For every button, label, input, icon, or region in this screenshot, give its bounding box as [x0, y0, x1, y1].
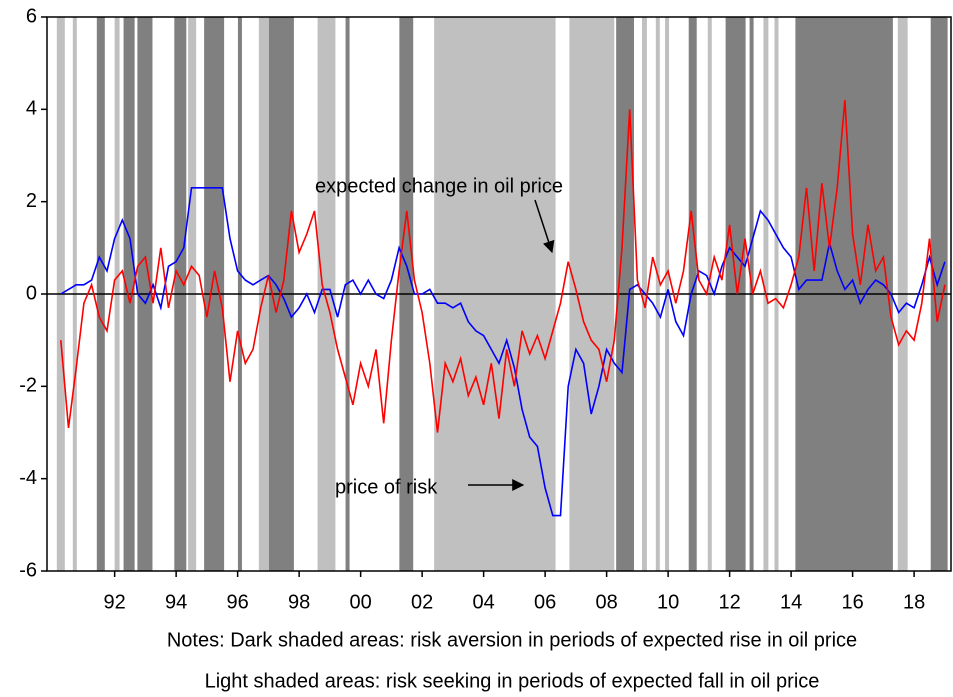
x-tick-label: 16 [841, 591, 863, 613]
y-tick-label: 0 [26, 282, 37, 304]
y-tick-label: -6 [19, 559, 37, 581]
x-tick-label: 14 [780, 591, 802, 613]
series-line [60, 100, 946, 433]
annotation-arrow [534, 199, 555, 254]
y-tick-label: 2 [26, 190, 37, 212]
annotation-oil: expected change in oil price [315, 175, 563, 197]
x-tick-label: 02 [411, 591, 433, 613]
x-tick-label: 92 [104, 591, 126, 613]
x-tick-label: 08 [595, 591, 617, 613]
x-tick-label: 06 [534, 591, 556, 613]
x-tick-label: 12 [718, 591, 740, 613]
annotation-risk: price of risk [335, 476, 438, 498]
note: Notes: Dark shaded areas: risk aversion … [167, 629, 857, 651]
x-tick-label: 04 [473, 591, 495, 613]
x-tick-label: 00 [350, 591, 372, 613]
y-tick-label: -4 [19, 467, 37, 489]
x-tick-label: 10 [657, 591, 679, 613]
x-tick-label: 96 [227, 591, 249, 613]
x-tick-label: 94 [165, 591, 187, 613]
x-tick-label: 18 [903, 591, 925, 613]
series-line [60, 187, 946, 517]
y-tick-label: 6 [26, 5, 37, 27]
x-tick-label: 98 [288, 591, 310, 613]
lines-layer [47, 100, 951, 517]
note: Light shaded areas: risk seeking in peri… [205, 670, 820, 692]
y-tick-label: -2 [19, 375, 37, 397]
y-tick-label: 4 [26, 98, 37, 120]
